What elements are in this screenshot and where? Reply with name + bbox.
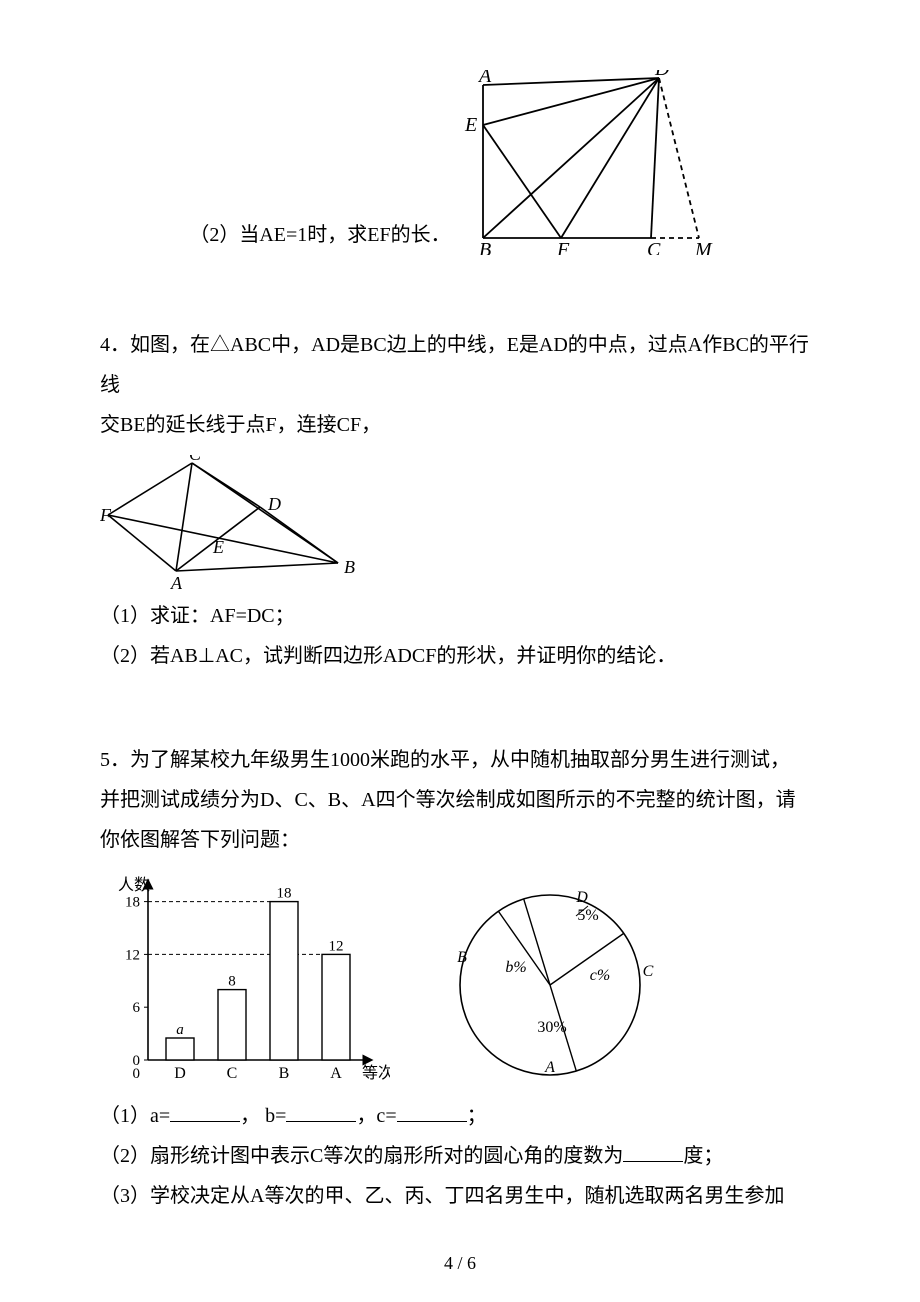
q3-row: （2）当AE=1时，求EF的长． A E B F C M D bbox=[189, 70, 730, 255]
blank-a bbox=[170, 1100, 240, 1122]
q5-p1-mid1: ， b= bbox=[240, 1105, 286, 1127]
q4-part2: （2）若AB⊥AC，试判断四边形ADCF的形状，并证明你的结论． bbox=[100, 636, 820, 676]
svg-text:12: 12 bbox=[329, 938, 344, 954]
svg-text:c%: c% bbox=[590, 967, 610, 984]
svg-text:A: A bbox=[477, 70, 492, 87]
svg-text:M: M bbox=[694, 239, 713, 255]
svg-text:8: 8 bbox=[228, 974, 236, 990]
blank-angle bbox=[623, 1140, 683, 1162]
q5-stem-2: 并把测试成绩分为D、C、B、A四个等次绘制成如图所示的不完整的统计图，请 bbox=[100, 780, 820, 820]
q3-figure-wrap: （2）当AE=1时，求EF的长． A E B F C M D bbox=[100, 70, 820, 255]
svg-text:18: 18 bbox=[125, 895, 140, 911]
svg-text:C: C bbox=[647, 239, 661, 255]
q4-stem-1: 4．如图，在△ABC中，AD是BC边上的中线，E是AD的中点，过点A作BC的平行… bbox=[100, 325, 820, 405]
svg-text:D: D bbox=[174, 1065, 186, 1082]
q5-bar-chart: 061218aD8C18B12A人数等次0 bbox=[100, 870, 390, 1090]
svg-text:F: F bbox=[556, 239, 570, 255]
svg-text:B: B bbox=[344, 557, 355, 577]
svg-text:5%: 5% bbox=[577, 907, 598, 924]
q5-part2: （2）扇形统计图中表示C等次的扇形所对的圆心角的度数为 度； bbox=[100, 1136, 820, 1176]
svg-text:0: 0 bbox=[133, 1066, 141, 1082]
q4-stem-2: 交BE的延长线于点F，连接CF， bbox=[100, 405, 820, 445]
svg-text:D: D bbox=[575, 889, 588, 906]
blank-b bbox=[286, 1100, 356, 1122]
q4-figure-wrap: C F D E A B bbox=[100, 455, 820, 590]
blank-c bbox=[397, 1100, 467, 1122]
svg-text:A: A bbox=[544, 1059, 555, 1076]
q5-p2-prefix: （2）扇形统计图中表示C等次的扇形所对的圆心角的度数为 bbox=[100, 1145, 623, 1167]
svg-text:F: F bbox=[100, 505, 112, 525]
svg-text:b%: b% bbox=[505, 959, 526, 976]
svg-text:人数: 人数 bbox=[118, 876, 150, 894]
svg-text:a: a bbox=[176, 1022, 184, 1038]
svg-text:A: A bbox=[170, 573, 183, 590]
svg-text:B: B bbox=[479, 239, 491, 255]
svg-text:18: 18 bbox=[277, 886, 292, 902]
svg-text:B: B bbox=[457, 949, 467, 966]
svg-text:A: A bbox=[330, 1065, 342, 1082]
q5-p1-suffix: ； bbox=[467, 1105, 487, 1127]
svg-text:6: 6 bbox=[133, 1000, 141, 1016]
q4-part1: （1）求证：AF=DC； bbox=[100, 596, 820, 636]
svg-text:C: C bbox=[643, 963, 654, 980]
svg-text:B: B bbox=[279, 1065, 290, 1082]
q5-pie-chart: 30% Ab% B 5%Dc% C bbox=[420, 870, 680, 1090]
svg-text:E: E bbox=[212, 537, 224, 557]
svg-text:C: C bbox=[227, 1065, 238, 1082]
svg-text:12: 12 bbox=[125, 947, 140, 963]
svg-text:30%: 30% bbox=[537, 1019, 566, 1036]
q3-diagram: A E B F C M D bbox=[461, 70, 731, 255]
svg-text:等次: 等次 bbox=[362, 1064, 390, 1082]
svg-text:D: D bbox=[267, 494, 281, 514]
q5-charts: 061218aD8C18B12A人数等次0 30%Ab%B5%Dc%C bbox=[100, 870, 820, 1090]
svg-text:E: E bbox=[464, 114, 477, 136]
page: （2）当AE=1时，求EF的长． A E B F C M D 4．如图，在△ABC中，AD是… bbox=[0, 0, 920, 1302]
q5-p1-mid2: ，c= bbox=[356, 1105, 396, 1127]
svg-text:C: C bbox=[189, 455, 202, 464]
q5-part1: （1）a= ， b= ，c= ； bbox=[100, 1096, 820, 1136]
q5-p2-suffix: 度； bbox=[683, 1145, 723, 1167]
q5-stem-1: 5．为了解某校九年级男生1000米跑的水平，从中随机抽取部分男生进行测试， bbox=[100, 740, 820, 780]
page-number: 4 / 6 bbox=[0, 1253, 920, 1274]
q3-part2: （2）当AE=1时，求EF的长． bbox=[189, 215, 450, 255]
q5-p1-prefix: （1）a= bbox=[100, 1105, 170, 1127]
q4-diagram: C F D E A B bbox=[100, 455, 360, 590]
svg-text:D: D bbox=[654, 70, 670, 80]
q5-stem-3: 你依图解答下列问题： bbox=[100, 820, 820, 860]
q5-part3: （3）学校决定从A等次的甲、乙、丙、丁四名男生中，随机选取两名男生参加 bbox=[100, 1176, 820, 1216]
